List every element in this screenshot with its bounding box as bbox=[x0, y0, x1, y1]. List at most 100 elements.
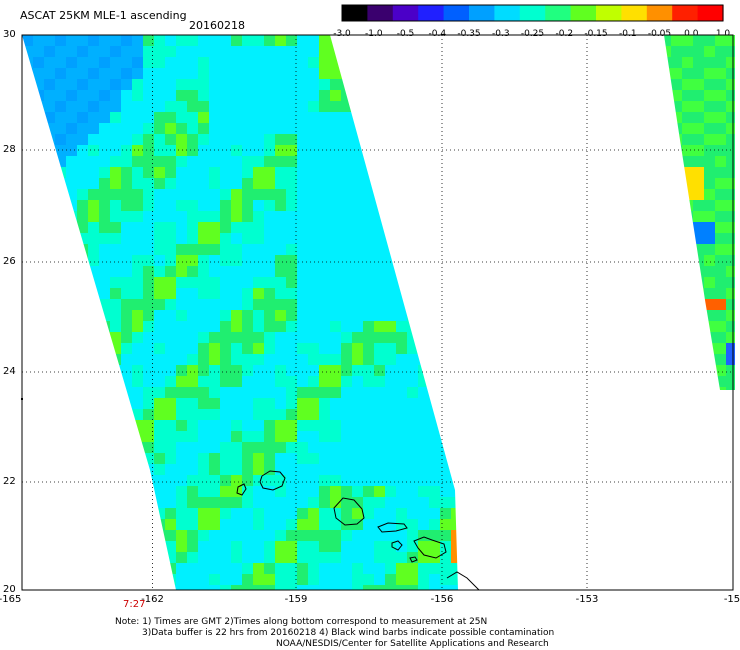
swath-pixel bbox=[231, 453, 242, 464]
swath-pixel bbox=[396, 299, 407, 310]
swath-pixel bbox=[176, 409, 187, 420]
swath-pixel bbox=[22, 233, 33, 244]
swath-pixel bbox=[253, 200, 264, 211]
swath-pixel bbox=[374, 266, 385, 277]
colorbar-cells bbox=[341, 4, 724, 22]
swath-pixel bbox=[209, 222, 220, 233]
swath-pixel bbox=[330, 233, 341, 244]
swath-pixel bbox=[418, 343, 429, 354]
swath-pixel bbox=[407, 398, 418, 409]
swath-pixel bbox=[385, 244, 396, 255]
swath-pixel bbox=[44, 464, 55, 475]
swath-pixel bbox=[440, 508, 451, 519]
swath-pixel bbox=[22, 277, 33, 288]
swath-pixel bbox=[352, 101, 363, 112]
swath-pixel bbox=[319, 57, 330, 68]
swath-pixel bbox=[462, 288, 473, 299]
swath-pixel bbox=[165, 321, 176, 332]
swath-pixel bbox=[297, 563, 308, 574]
swath-pixel bbox=[286, 585, 297, 590]
swath-pixel bbox=[374, 563, 385, 574]
swath-pixel bbox=[671, 123, 682, 134]
swath-pixel bbox=[385, 332, 396, 343]
swath-pixel bbox=[209, 35, 220, 46]
swath-pixel bbox=[682, 365, 693, 376]
swath-pixel bbox=[231, 321, 242, 332]
swath-pixel bbox=[132, 46, 143, 57]
swath-pixel bbox=[220, 90, 231, 101]
swath-pixel bbox=[198, 387, 209, 398]
swath-pixel bbox=[121, 541, 132, 552]
swath-pixel bbox=[231, 156, 242, 167]
swath-pixel bbox=[297, 46, 308, 57]
swath-pixel bbox=[396, 519, 407, 530]
longitude-label: -162 bbox=[141, 594, 164, 605]
swath-pixel bbox=[253, 178, 264, 189]
swath-pixel bbox=[715, 277, 726, 288]
swath-pixel bbox=[55, 123, 66, 134]
swath-pixel bbox=[726, 134, 735, 145]
swath-pixel bbox=[99, 288, 110, 299]
swath-pixel bbox=[22, 211, 33, 222]
swath-pixel bbox=[385, 277, 396, 288]
swath-pixel bbox=[99, 178, 110, 189]
swath-pixel bbox=[664, 145, 671, 156]
swath-pixel bbox=[429, 35, 440, 46]
swath-pixel bbox=[22, 178, 33, 189]
swath-pixel bbox=[88, 354, 99, 365]
swath-pixel bbox=[726, 79, 735, 90]
swath-pixel bbox=[396, 332, 407, 343]
swath-pixel bbox=[33, 398, 44, 409]
swath-pixel bbox=[462, 508, 473, 519]
swath-pixel bbox=[55, 211, 66, 222]
swath-pixel bbox=[66, 574, 77, 585]
swath-pixel bbox=[418, 376, 429, 387]
swath-pixel bbox=[264, 464, 275, 475]
swath-pixel bbox=[209, 167, 220, 178]
swath-pixel bbox=[319, 200, 330, 211]
swath-pixel bbox=[176, 255, 187, 266]
swath-pixel bbox=[110, 519, 121, 530]
swath-pixel bbox=[682, 101, 693, 112]
swath-pixel bbox=[253, 321, 264, 332]
swath-pixel bbox=[418, 156, 429, 167]
swath-pixel bbox=[308, 442, 319, 453]
swath-pixel bbox=[429, 519, 440, 530]
longitude-labels: -165 -162 -159 -156 -153 -15 bbox=[0, 594, 740, 605]
swath-pixel bbox=[154, 497, 165, 508]
swath-pixel bbox=[275, 387, 286, 398]
swath-pixel bbox=[418, 431, 429, 442]
swath-pixel bbox=[99, 321, 110, 332]
swath-pixel bbox=[275, 519, 286, 530]
swath-pixel bbox=[341, 409, 352, 420]
swath-pixel bbox=[165, 68, 176, 79]
swath-pixel bbox=[187, 354, 198, 365]
swath-pixel bbox=[308, 145, 319, 156]
swath-pixel bbox=[385, 442, 396, 453]
swath-pixel bbox=[66, 211, 77, 222]
swath-pixel bbox=[187, 266, 198, 277]
swath-pixel bbox=[396, 574, 407, 585]
swath-pixel bbox=[715, 222, 726, 233]
swath-pixel bbox=[352, 321, 363, 332]
swath-pixel bbox=[121, 442, 132, 453]
swath-pixel bbox=[176, 178, 187, 189]
swath-pixel bbox=[99, 508, 110, 519]
swath-pixel bbox=[209, 343, 220, 354]
swath-pixel bbox=[121, 134, 132, 145]
colorbar-tick-label: 0.0 bbox=[684, 29, 699, 39]
swath-pixel bbox=[418, 57, 429, 68]
swath-pixel bbox=[275, 332, 286, 343]
swath-pixel bbox=[66, 90, 77, 101]
swath-pixel bbox=[374, 35, 385, 46]
swath-pixel bbox=[88, 101, 99, 112]
swath-pixel bbox=[451, 299, 458, 310]
swath-pixel bbox=[231, 508, 242, 519]
swath-pixel bbox=[132, 442, 143, 453]
swath-pixel bbox=[407, 299, 418, 310]
swath-pixel bbox=[132, 453, 143, 464]
swath-pixel bbox=[341, 134, 352, 145]
swath-pixel bbox=[374, 68, 385, 79]
swath-pixel bbox=[220, 431, 231, 442]
swath-pixel bbox=[33, 541, 44, 552]
